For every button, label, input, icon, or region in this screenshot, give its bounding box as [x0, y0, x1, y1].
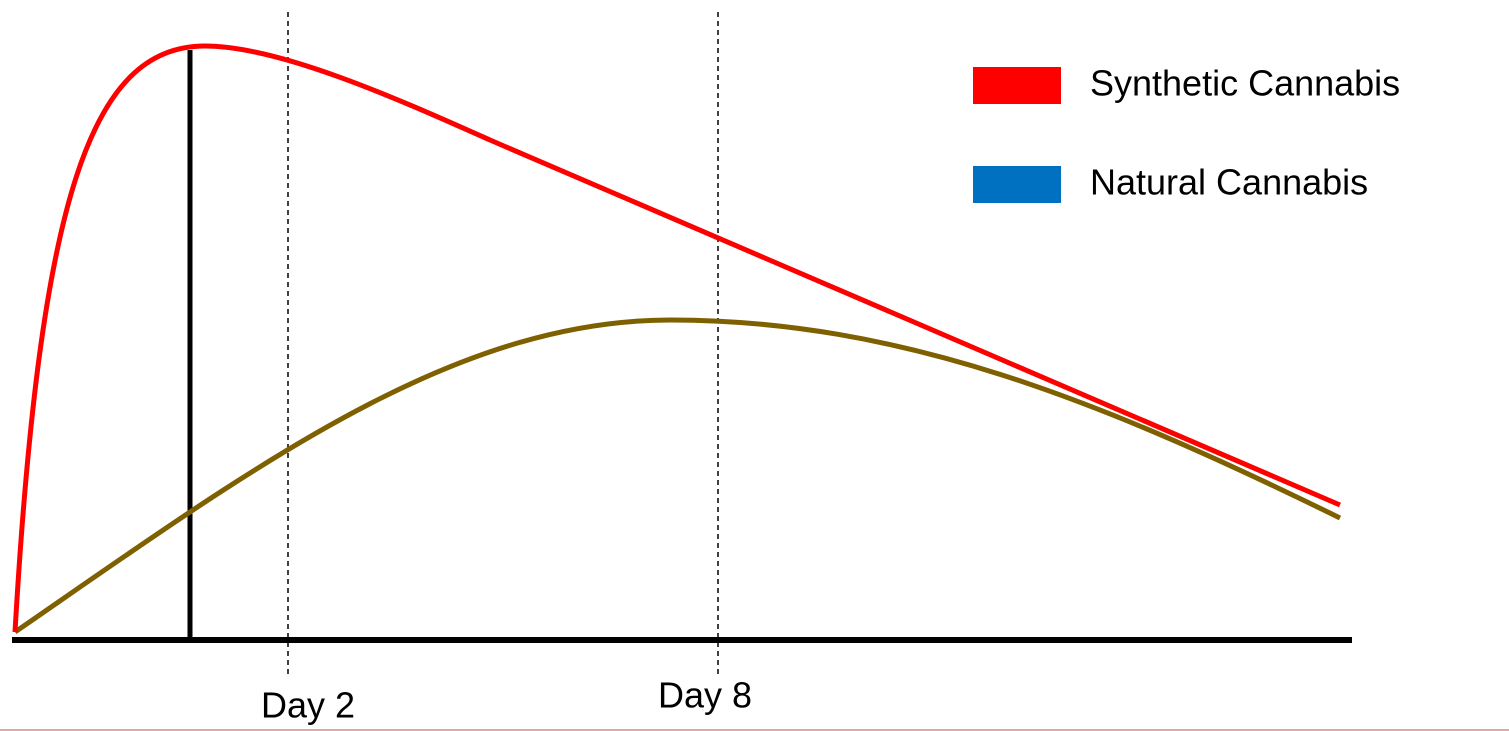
- legend-swatch: [973, 67, 1061, 104]
- day-label: Day 8: [658, 675, 752, 716]
- legend-swatch: [973, 166, 1061, 203]
- day-label: Day 2: [261, 685, 355, 726]
- legend-label: Synthetic Cannabis: [1090, 63, 1400, 104]
- synthetic-curve: [12, 43, 1341, 633]
- legend-label: Natural Cannabis: [1090, 162, 1368, 203]
- natural-curve: [13, 317, 1342, 635]
